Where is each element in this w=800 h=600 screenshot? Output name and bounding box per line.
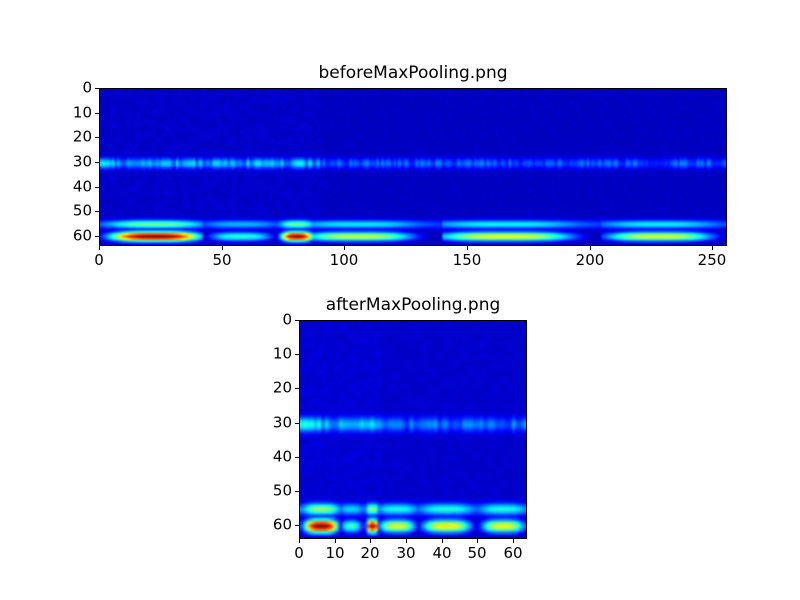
ytick-label-after-max-pooling-6: 60 xyxy=(272,515,292,534)
ytick-mark-after-max-pooling-6 xyxy=(295,525,299,526)
ytick-mark-before-max-pooling-0 xyxy=(95,88,99,89)
ytick-label-after-max-pooling-3: 30 xyxy=(272,413,292,432)
xtick-label-before-max-pooling-2: 100 xyxy=(329,251,359,269)
ytick-label-before-max-pooling-5: 50 xyxy=(72,201,92,220)
xtick-mark-before-max-pooling-5 xyxy=(712,246,713,250)
ytick-label-after-max-pooling-5: 50 xyxy=(272,481,292,500)
ytick-label-after-max-pooling-4: 40 xyxy=(272,447,292,466)
ytick-label-after-max-pooling-0: 0 xyxy=(282,310,292,329)
ytick-mark-after-max-pooling-2 xyxy=(295,388,299,389)
xtick-mark-after-max-pooling-4 xyxy=(442,539,443,543)
xtick-mark-after-max-pooling-5 xyxy=(477,539,478,543)
xtick-mark-after-max-pooling-6 xyxy=(513,539,514,543)
xtick-mark-after-max-pooling-0 xyxy=(299,539,300,543)
ytick-label-before-max-pooling-3: 30 xyxy=(72,152,92,171)
ytick-mark-before-max-pooling-1 xyxy=(95,113,99,114)
chart-title-before: beforeMaxPooling.png xyxy=(318,63,508,83)
ytick-mark-after-max-pooling-3 xyxy=(295,423,299,424)
ytick-mark-before-max-pooling-5 xyxy=(95,211,99,212)
axes-before xyxy=(99,88,727,246)
ytick-mark-after-max-pooling-4 xyxy=(295,457,299,458)
ytick-label-before-max-pooling-0: 0 xyxy=(82,78,92,97)
ytick-label-before-max-pooling-2: 20 xyxy=(72,127,92,146)
xtick-mark-after-max-pooling-1 xyxy=(335,539,336,543)
xtick-label-before-max-pooling-1: 50 xyxy=(212,251,232,269)
xtick-label-before-max-pooling-3: 150 xyxy=(452,251,482,269)
xtick-label-after-max-pooling-6: 60 xyxy=(503,544,523,562)
xtick-mark-after-max-pooling-3 xyxy=(406,539,407,543)
chart-title-after: afterMaxPooling.png xyxy=(325,295,501,315)
xtick-mark-after-max-pooling-2 xyxy=(370,539,371,543)
xtick-mark-before-max-pooling-3 xyxy=(467,246,468,250)
ytick-mark-after-max-pooling-5 xyxy=(295,491,299,492)
xtick-mark-before-max-pooling-1 xyxy=(222,246,223,250)
heatmap-after xyxy=(300,321,526,538)
ytick-label-before-max-pooling-4: 40 xyxy=(72,177,92,196)
xtick-label-after-max-pooling-5: 50 xyxy=(467,544,487,562)
axes-after xyxy=(299,320,527,539)
ytick-mark-before-max-pooling-2 xyxy=(95,137,99,138)
ytick-mark-after-max-pooling-1 xyxy=(295,354,299,355)
ytick-mark-before-max-pooling-3 xyxy=(95,162,99,163)
xtick-mark-before-max-pooling-0 xyxy=(99,246,100,250)
ytick-label-before-max-pooling-6: 60 xyxy=(72,226,92,245)
xtick-label-after-max-pooling-1: 10 xyxy=(325,544,345,562)
ytick-mark-before-max-pooling-4 xyxy=(95,187,99,188)
ytick-mark-after-max-pooling-0 xyxy=(295,320,299,321)
ytick-mark-before-max-pooling-6 xyxy=(95,236,99,237)
ytick-label-before-max-pooling-1: 10 xyxy=(72,103,92,122)
xtick-label-before-max-pooling-4: 200 xyxy=(575,251,605,269)
xtick-label-before-max-pooling-0: 0 xyxy=(94,251,104,269)
xtick-label-after-max-pooling-2: 20 xyxy=(360,544,380,562)
heatmap-before xyxy=(100,89,726,245)
xtick-mark-before-max-pooling-4 xyxy=(590,246,591,250)
ytick-label-after-max-pooling-1: 10 xyxy=(272,344,292,363)
xtick-label-after-max-pooling-0: 0 xyxy=(294,544,304,562)
xtick-label-before-max-pooling-5: 250 xyxy=(697,251,727,269)
ytick-label-after-max-pooling-2: 20 xyxy=(272,378,292,397)
xtick-mark-before-max-pooling-2 xyxy=(344,246,345,250)
xtick-label-after-max-pooling-3: 30 xyxy=(396,544,416,562)
xtick-label-after-max-pooling-4: 40 xyxy=(432,544,452,562)
